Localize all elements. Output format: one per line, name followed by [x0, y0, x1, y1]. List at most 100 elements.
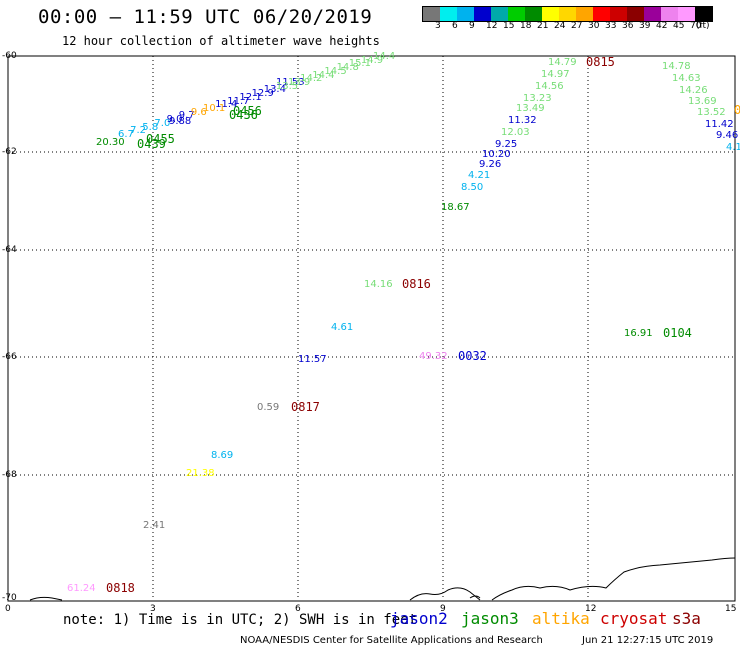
pass-time-label: 0455	[146, 132, 175, 146]
legend-swatch	[627, 7, 644, 21]
wave-height-label: 14.16	[364, 279, 393, 290]
wave-height-label: 16.91	[624, 328, 653, 339]
legend-label: 12	[486, 21, 498, 31]
page-title: 00:00 – 11:59 UTC 06/20/2019	[38, 6, 373, 28]
legend-label: 18	[520, 21, 532, 31]
y-tick-label: -62	[2, 147, 17, 157]
legend-label: 39	[639, 21, 651, 31]
wave-height-label: 9.26	[479, 159, 502, 170]
wave-height-label: 12.03	[501, 127, 530, 138]
wave-height-label: 9.6	[190, 106, 207, 118]
pass-time-label: 0439	[137, 137, 166, 151]
legend-swatch	[661, 7, 678, 21]
wave-height-label: 9.88	[169, 116, 192, 127]
pass-time-label: 0816	[402, 277, 431, 291]
wave-height-label: 8.50	[461, 182, 484, 193]
legend-swatch	[593, 7, 610, 21]
y-tick-label: -70	[2, 593, 17, 603]
wave-height-label: 14.79	[548, 57, 577, 68]
wave-height-label: 14.8	[336, 62, 359, 74]
pass-time-label: 0436	[229, 108, 258, 122]
wave-height-label: 9.7	[178, 110, 195, 122]
wave-height-label: 13.52	[697, 107, 726, 118]
wave-height-label: 15.1	[348, 58, 371, 70]
legend-label: 30	[588, 21, 600, 31]
wave-height-label: 14.56	[535, 81, 564, 92]
legend-label: 36	[622, 21, 634, 31]
x-tick-label: 6	[295, 604, 301, 614]
x-tick-label: 0	[5, 604, 11, 614]
wave-height-label: 4.21	[468, 170, 491, 181]
wave-height-label: 13.23	[523, 93, 552, 104]
legend-swatch	[695, 7, 712, 21]
wave-height-label: 18.67	[441, 202, 470, 213]
wave-height-label: 14.4	[373, 51, 396, 62]
legend-label: 6	[452, 21, 458, 31]
legend-label: 45	[673, 21, 685, 31]
legend-swatch	[525, 7, 542, 21]
legend-swatch	[457, 7, 474, 21]
legend-swatch	[610, 7, 627, 21]
wave-height-label: 4.1	[726, 142, 740, 153]
wave-height-label: 13.4	[263, 84, 286, 96]
wave-height-label: 6.7	[118, 129, 134, 140]
pass-time-label: 0817	[291, 400, 320, 414]
wave-height-label: 13.49	[516, 103, 545, 114]
legend-label: 9	[469, 21, 475, 31]
x-tick-label: 15	[725, 604, 737, 614]
legend-label: 33	[605, 21, 617, 31]
wave-height-label: 13.5	[275, 80, 299, 92]
legend-swatch	[559, 7, 576, 21]
coastline-small	[469, 595, 481, 599]
legend-label: 27	[571, 21, 583, 31]
page-subtitle: 12 hour collection of altimeter wave hei…	[62, 34, 380, 48]
satellite-label: cryosat	[600, 609, 668, 628]
wave-height-label: 14.63	[672, 73, 701, 84]
satellite-label: altika	[532, 609, 590, 628]
wave-height-label: 5.8	[142, 121, 159, 133]
legend-label: (ft)	[696, 21, 710, 31]
footnote: note: 1) Time is in UTC; 2) SWH is in fe…	[63, 612, 418, 628]
legend-swatch	[491, 7, 508, 21]
wave-height-label: 9.25	[495, 139, 518, 150]
wave-height-label: 4.61	[331, 322, 354, 333]
x-tick-label: 9	[440, 604, 446, 614]
wave-height-label: 12.1	[239, 91, 262, 103]
legend-swatch	[440, 7, 457, 21]
wave-height-label: 11.32	[508, 115, 537, 126]
legend-label: 15	[503, 21, 515, 31]
pass-time-label: 0032	[458, 349, 487, 363]
legend-swatch	[423, 7, 440, 21]
wave-height-label: 11.57	[298, 354, 327, 365]
wave-height-label: 12.9	[251, 88, 274, 100]
coastline	[29, 557, 736, 601]
wave-height-label: 0.59	[257, 402, 280, 413]
pass-time-label: 0456	[233, 104, 262, 118]
y-tick-label: -68	[2, 470, 17, 480]
wave-height-label: 8.69	[211, 450, 234, 461]
legend-swatch	[644, 7, 661, 21]
wave-height-label: 10.1	[203, 103, 226, 114]
grid-lines	[8, 56, 735, 600]
satellite-label: jason3	[461, 609, 519, 628]
legend-swatch	[542, 7, 559, 21]
wave-height-label: 14.26	[679, 85, 708, 96]
color-legend	[422, 6, 713, 22]
wave-height-label: 9.46	[716, 130, 739, 141]
wave-height-label: 9.0	[166, 114, 183, 126]
pass-time-label: 0818	[106, 581, 135, 595]
x-tick-label: 3	[150, 604, 156, 614]
legend-swatch	[678, 7, 695, 21]
wave-height-label: 11.53	[276, 77, 305, 88]
wave-height-label: 14.5	[324, 65, 347, 77]
pass-time-label: 0104	[663, 326, 692, 340]
wave-height-label: 11.7	[227, 95, 250, 107]
pass-time-label: 0815	[586, 55, 615, 69]
wave-height-label: 11.42	[705, 119, 734, 130]
wave-height-label: 14.78	[662, 61, 691, 72]
wave-height-label: 49.32	[419, 351, 448, 362]
wave-height-label: 14.4	[312, 69, 335, 81]
legend-label: 21	[537, 21, 549, 31]
